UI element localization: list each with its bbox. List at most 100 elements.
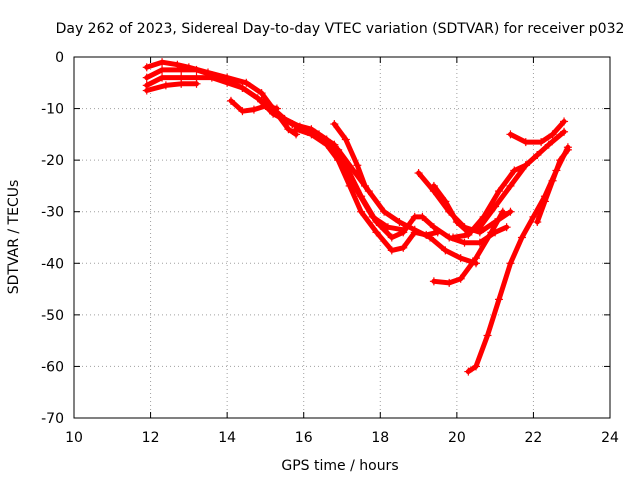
data-point bbox=[161, 81, 170, 90]
data-point bbox=[192, 79, 201, 88]
x-tick-label: 18 bbox=[371, 430, 389, 446]
data-point bbox=[563, 145, 572, 154]
y-tick-label: 0 bbox=[55, 50, 64, 66]
data-point bbox=[533, 218, 542, 227]
series-track-o bbox=[533, 145, 572, 227]
series-line bbox=[144, 81, 199, 93]
plot-area bbox=[142, 58, 572, 376]
data-point bbox=[387, 233, 396, 242]
data-point bbox=[387, 246, 396, 255]
x-tick-label: 10 bbox=[65, 430, 83, 446]
x-tick-label: 16 bbox=[295, 430, 313, 446]
series-line bbox=[262, 98, 299, 137]
data-point bbox=[529, 212, 538, 221]
series-line bbox=[144, 67, 406, 233]
data-point bbox=[142, 86, 151, 95]
data-point bbox=[372, 228, 381, 237]
series-line bbox=[331, 121, 368, 189]
x-axis-label: GPS time / hours bbox=[281, 458, 398, 474]
data-point bbox=[414, 169, 423, 178]
data-point bbox=[364, 187, 373, 196]
data-point bbox=[556, 156, 565, 165]
data-point bbox=[158, 73, 167, 82]
data-point bbox=[368, 212, 377, 221]
data-point bbox=[429, 223, 438, 232]
data-point bbox=[506, 259, 515, 268]
data-point bbox=[456, 274, 465, 283]
y-axis-label: SDTVAR / TECUs bbox=[6, 180, 22, 295]
series-track-j bbox=[429, 127, 569, 237]
data-point bbox=[464, 367, 473, 376]
data-point bbox=[422, 230, 431, 239]
x-tick-labels: 10 12 14 16 18 20 22 24 bbox=[65, 430, 619, 446]
data-point bbox=[383, 223, 392, 232]
data-point bbox=[464, 230, 473, 239]
data-point bbox=[357, 207, 366, 216]
data-point bbox=[330, 120, 339, 129]
data-point bbox=[349, 166, 358, 175]
data-point bbox=[506, 207, 515, 216]
series-track-b bbox=[142, 65, 408, 234]
data-point bbox=[544, 140, 553, 149]
data-point bbox=[441, 246, 450, 255]
data-point bbox=[548, 176, 557, 185]
series-track-e bbox=[292, 125, 442, 255]
data-point bbox=[288, 120, 297, 129]
series-track-l bbox=[506, 117, 569, 147]
data-point bbox=[142, 73, 151, 82]
data-point bbox=[380, 207, 389, 216]
data-point bbox=[506, 130, 515, 139]
data-point bbox=[560, 127, 569, 136]
data-point bbox=[284, 125, 293, 134]
data-point bbox=[257, 89, 266, 98]
data-point bbox=[483, 331, 492, 340]
data-point bbox=[479, 212, 488, 221]
data-point bbox=[353, 161, 362, 170]
y-tick-label: -70 bbox=[41, 411, 64, 427]
data-point bbox=[345, 181, 354, 190]
data-point bbox=[142, 63, 151, 72]
series-track-h bbox=[330, 120, 369, 190]
data-point bbox=[445, 278, 454, 287]
data-point bbox=[452, 218, 461, 227]
data-point bbox=[334, 145, 343, 154]
data-point bbox=[399, 243, 408, 252]
data-point bbox=[307, 130, 316, 139]
data-point bbox=[177, 65, 186, 74]
data-point bbox=[433, 228, 442, 237]
series-track-g bbox=[261, 96, 301, 139]
data-point bbox=[261, 96, 270, 105]
data-point bbox=[487, 228, 496, 237]
data-point bbox=[334, 156, 343, 165]
data-point bbox=[498, 207, 507, 216]
data-point bbox=[560, 117, 569, 126]
chart-title: Day 262 of 2023, Sidereal Day-to-day VTE… bbox=[56, 21, 625, 37]
y-tick-label: -10 bbox=[41, 102, 64, 118]
data-point bbox=[521, 138, 530, 147]
data-point bbox=[242, 78, 251, 87]
data-point bbox=[472, 254, 480, 263]
data-point bbox=[521, 161, 530, 170]
data-point bbox=[540, 197, 549, 206]
x-tick-label: 22 bbox=[525, 430, 543, 446]
data-point bbox=[429, 181, 438, 190]
data-point bbox=[502, 223, 511, 232]
data-point bbox=[226, 96, 235, 105]
data-point bbox=[158, 58, 167, 67]
y-tick-label: -20 bbox=[41, 153, 64, 169]
data-point bbox=[292, 130, 301, 139]
data-point bbox=[177, 79, 186, 88]
data-point bbox=[472, 362, 480, 371]
data-point bbox=[341, 135, 350, 144]
x-tick-label: 20 bbox=[448, 430, 466, 446]
data-point bbox=[441, 197, 450, 206]
data-point bbox=[410, 212, 419, 221]
data-point bbox=[272, 109, 281, 118]
data-point bbox=[322, 140, 331, 149]
data-point bbox=[238, 107, 247, 116]
series-track-m bbox=[429, 207, 507, 287]
data-point bbox=[158, 65, 167, 74]
series-track-d bbox=[142, 79, 201, 95]
y-tick-label: -60 bbox=[41, 359, 64, 375]
data-point bbox=[460, 238, 469, 247]
